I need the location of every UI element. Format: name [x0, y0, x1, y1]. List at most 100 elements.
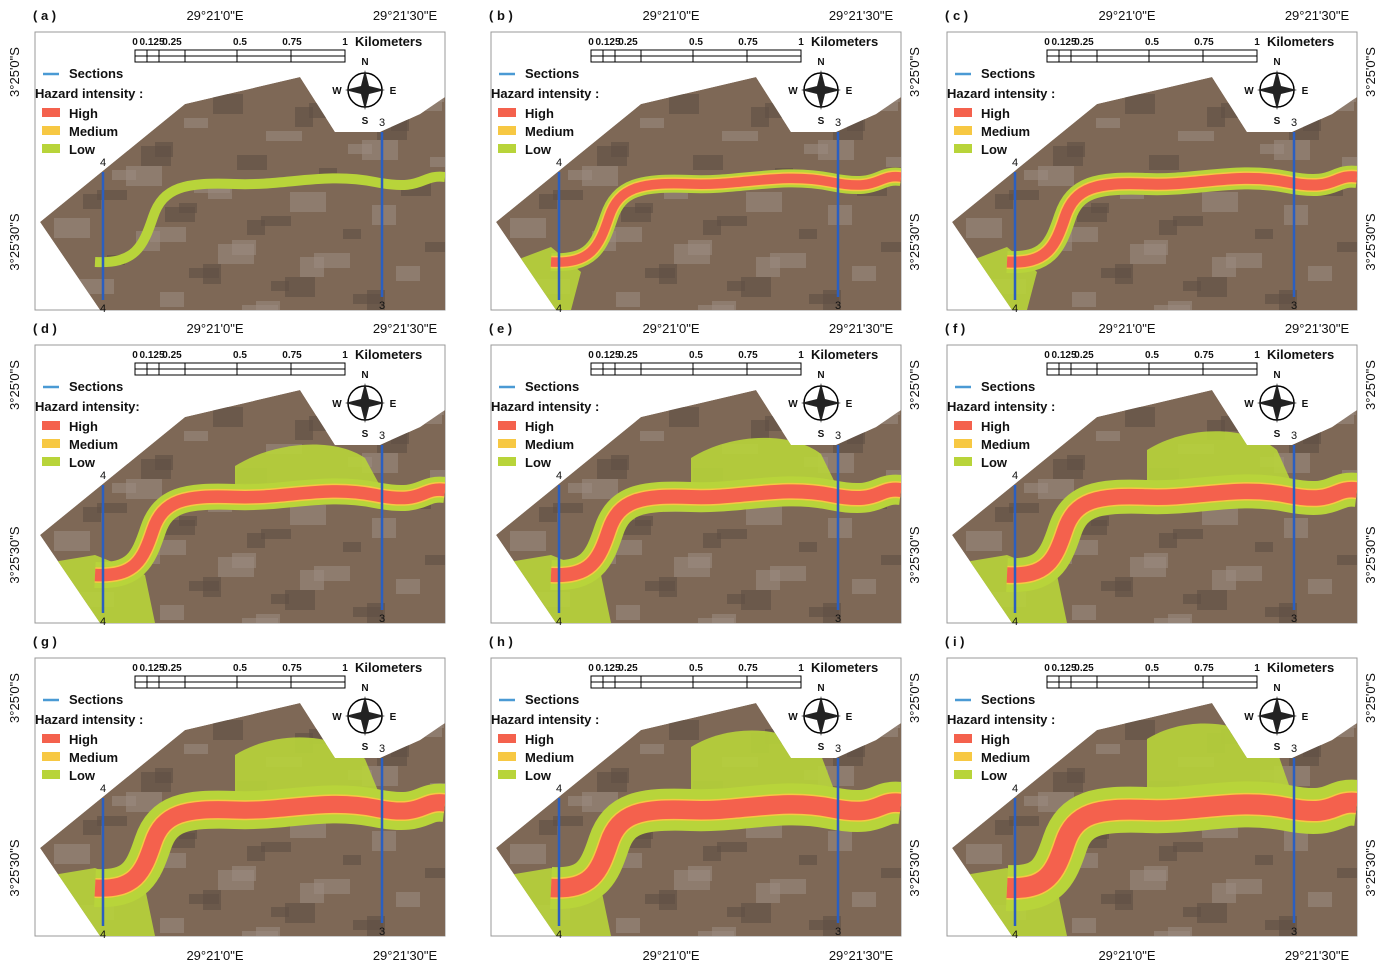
- imagery-block: [112, 796, 136, 806]
- scale-tick: 0.25: [618, 37, 638, 48]
- imagery-block: [1024, 170, 1048, 180]
- imagery-block: [659, 264, 677, 284]
- imagery-block: [616, 918, 640, 933]
- imagery-block: [1125, 407, 1155, 427]
- section-label: 3: [379, 926, 385, 938]
- scale-tick: 0.75: [1194, 350, 1214, 361]
- compass-rose: [801, 383, 841, 423]
- compass-e: E: [1302, 86, 1309, 97]
- imagery-block: [1072, 292, 1096, 307]
- imagery-block: [727, 281, 745, 291]
- legend-text: High: [981, 732, 1010, 747]
- compass-s: S: [818, 429, 825, 440]
- legend-swatch: [954, 126, 972, 135]
- imagery-block: [1226, 879, 1262, 894]
- scale-tick: 0.5: [689, 350, 703, 361]
- imagery-block: [553, 190, 583, 200]
- imagery-block: [97, 816, 127, 826]
- imagery-block: [669, 720, 699, 740]
- imagery-block: [703, 220, 721, 235]
- imagery-block: [1115, 890, 1133, 910]
- lon-label: 29°21'0"E: [186, 8, 243, 23]
- compass-e: E: [390, 86, 397, 97]
- legend-swatch: [954, 770, 972, 779]
- imagery-block: [616, 292, 640, 307]
- legend-swatch: [42, 421, 60, 430]
- imagery-block: [669, 94, 699, 114]
- imagery-block: [751, 420, 769, 440]
- imagery-block: [348, 144, 372, 154]
- imagery-block: [372, 205, 396, 225]
- imagery-block: [1197, 277, 1227, 297]
- section-label: 3: [379, 117, 385, 129]
- imagery-block: [568, 796, 592, 806]
- imagery-block: [343, 542, 361, 552]
- imagery-block: [362, 453, 398, 473]
- scale-tick: 0.125: [595, 37, 620, 48]
- lat-label: 3°25'30"S: [907, 526, 922, 583]
- imagery-block: [1168, 614, 1192, 623]
- legend-swatch: [954, 457, 972, 466]
- legend-text: Sections: [981, 692, 1035, 707]
- compass-s: S: [362, 116, 369, 127]
- imagery-block: [818, 140, 854, 160]
- imagery-block: [126, 479, 162, 499]
- scale-tick: 0.125: [1051, 663, 1076, 674]
- imagery-block: [688, 866, 712, 881]
- high-zone: [1006, 792, 1357, 899]
- imagery-block: [823, 290, 841, 310]
- scale-tick: 0.25: [1074, 37, 1094, 48]
- legend-swatch: [498, 439, 516, 448]
- scale-tick: 0.5: [233, 350, 247, 361]
- legend-title: Hazard intensity :: [491, 399, 599, 414]
- imagery-block: [1197, 903, 1227, 923]
- scale-unit: Kilometers: [1267, 660, 1334, 675]
- section-label: 3: [835, 300, 841, 312]
- imagery-block: [256, 301, 280, 310]
- lat-label: 3°25'0"S: [7, 47, 22, 97]
- imagery-block: [1125, 720, 1155, 740]
- imagery-block: [1159, 846, 1177, 861]
- legend-title: Hazard intensity :: [947, 399, 1055, 414]
- legend-text: Sections: [69, 66, 123, 81]
- imagery-block: [1202, 192, 1238, 212]
- imagery-block: [232, 553, 256, 568]
- lat-label: 3°25'0"S: [1363, 673, 1378, 723]
- imagery-block: [852, 579, 876, 594]
- imagery-block: [430, 157, 445, 167]
- legend-text: Medium: [69, 124, 118, 139]
- imagery-block: [995, 194, 1013, 209]
- imagery-block: [1207, 107, 1225, 127]
- scale-tick: 1: [798, 350, 804, 361]
- imagery-block: [717, 842, 747, 852]
- imagery-block: [256, 614, 280, 623]
- legend-text: Low: [981, 768, 1008, 783]
- panel-label: ( f ): [945, 321, 965, 336]
- imagery-block: [712, 301, 736, 310]
- imagery-block: [1284, 518, 1308, 538]
- imagery-block: [126, 792, 162, 812]
- legend-swatch: [954, 439, 972, 448]
- imagery-block: [717, 216, 747, 226]
- imagery-block: [640, 744, 664, 754]
- imagery-block: [510, 844, 546, 864]
- section-label: 4: [1012, 929, 1018, 941]
- legend-swatch: [954, 144, 972, 153]
- scale-tick: 0.5: [1145, 663, 1159, 674]
- imagery-block: [659, 577, 677, 597]
- imagery-block: [741, 590, 771, 610]
- section-label: 4: [556, 303, 562, 315]
- imagery-block: [995, 820, 1013, 835]
- compass-w: W: [788, 399, 798, 410]
- scale-tick: 0.125: [595, 663, 620, 674]
- compass-n: N: [817, 683, 824, 694]
- imagery-block: [290, 505, 326, 525]
- legend-text: Low: [69, 768, 96, 783]
- imagery-block: [295, 420, 313, 440]
- imagery-block: [179, 829, 197, 839]
- lon-label: 29°21'0"E: [642, 321, 699, 336]
- imagery-block: [1337, 555, 1357, 565]
- legend-text: Medium: [981, 750, 1030, 765]
- scale-unit: Kilometers: [811, 660, 878, 675]
- imagery-block: [396, 892, 420, 907]
